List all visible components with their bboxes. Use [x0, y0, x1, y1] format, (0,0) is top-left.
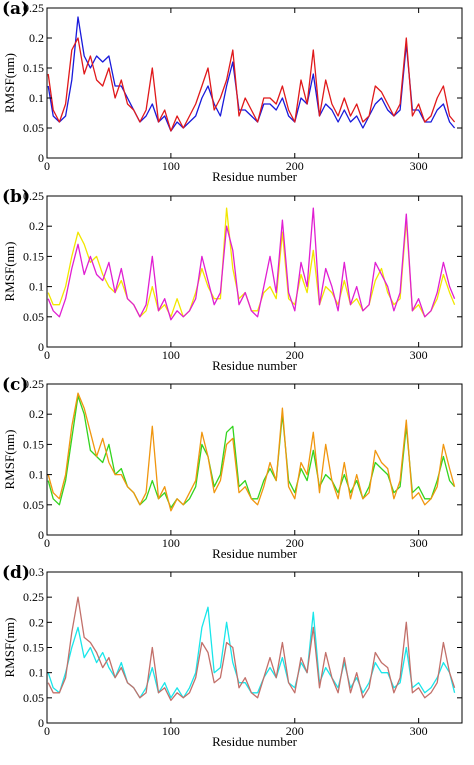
x-tick-label: 300 [410, 536, 428, 550]
plot-frame [46, 383, 463, 536]
x-tick-label: 300 [410, 348, 428, 362]
y-axis-title: RMSF(nm) [2, 618, 17, 678]
plot-frame [46, 571, 463, 724]
x-tick-label: 100 [162, 536, 180, 550]
y-tick-label: 0.05 [23, 691, 44, 705]
y-tick-label: 0.2 [29, 407, 44, 421]
x-tick-label: 200 [286, 724, 304, 738]
rmsf-panel-2: 0 0.05 0.1 0.15 0.2 0.25 0 100 200 300 Residue num… [2, 375, 463, 561]
x-tick-label: 0 [44, 536, 50, 550]
y-tick-label: 0.15 [23, 641, 44, 655]
panel-label: (a) [2, 0, 29, 19]
x-tick-label: 200 [286, 536, 304, 550]
rmsf-panel-1: 0 0.05 0.1 0.15 0.2 0.25 0 100 200 300 Residue num… [2, 187, 463, 373]
y-tick-label: 0.2 [29, 615, 44, 629]
x-tick-label: 200 [286, 159, 304, 173]
y-tick-label: 0.25 [23, 590, 44, 604]
y-tick-label: 0.1 [29, 280, 44, 294]
y-tick-label: 0 [38, 151, 44, 165]
y-tick-label: 0.25 [23, 1, 44, 15]
rmsf-panel-0: 0 0.05 0.1 0.15 0.2 0.25 0 100 200 300 Residue num… [2, 0, 463, 184]
y-tick-label: 0.1 [29, 468, 44, 482]
series-line-1 [47, 392, 456, 512]
panel-label: (b) [2, 187, 30, 207]
panel-label: (c) [2, 375, 28, 395]
series-line-1 [47, 207, 456, 321]
y-tick-label: 0 [38, 716, 44, 730]
y-axis-title: RMSF(nm) [2, 430, 17, 490]
x-tick-label: 200 [286, 348, 304, 362]
x-tick-label: 100 [162, 348, 180, 362]
series-line-1 [47, 596, 456, 702]
series-line-1 [47, 37, 456, 132]
x-tick-label: 300 [410, 159, 428, 173]
x-axis-title: Residue number [212, 169, 298, 184]
plot-frame [46, 7, 463, 159]
y-tick-label: 0.2 [29, 219, 44, 233]
y-tick-label: 0.15 [23, 249, 44, 263]
x-tick-label: 300 [410, 724, 428, 738]
y-tick-label: 0.3 [29, 565, 44, 579]
y-tick-label: 0.15 [23, 437, 44, 451]
x-tick-label: 0 [44, 348, 50, 362]
rmsf-panel-3: 0 0.05 0.1 0.15 0.2 0.25 0.3 0 100 200 300 Residue … [2, 563, 463, 749]
series-line-0 [47, 606, 456, 699]
y-axis-title: RMSF(nm) [2, 53, 17, 113]
y-tick-label: 0 [38, 340, 44, 354]
series-line-0 [47, 395, 456, 509]
y-tick-label: 0.1 [29, 91, 44, 105]
x-tick-label: 100 [162, 159, 180, 173]
x-tick-label: 0 [44, 724, 50, 738]
panel-label: (d) [2, 563, 30, 583]
x-tick-label: 100 [162, 724, 180, 738]
y-tick-label: 0.25 [23, 377, 44, 391]
y-tick-label: 0.1 [29, 666, 44, 680]
series-line-0 [47, 16, 456, 132]
x-axis-title: Residue number [212, 358, 298, 373]
y-tick-label: 0.15 [23, 61, 44, 75]
y-axis-title: RMSF(nm) [2, 242, 17, 302]
y-tick-label: 0.25 [23, 189, 44, 203]
x-tick-label: 0 [44, 159, 50, 173]
plot-frame [46, 195, 463, 348]
y-tick-label: 0.2 [29, 31, 44, 45]
y-tick-label: 0.05 [23, 121, 44, 135]
y-tick-label: 0.05 [23, 498, 44, 512]
y-tick-label: 0 [38, 528, 44, 542]
x-axis-title: Residue number [212, 734, 298, 749]
y-tick-label: 0.05 [23, 310, 44, 324]
x-axis-title: Residue number [212, 546, 298, 561]
